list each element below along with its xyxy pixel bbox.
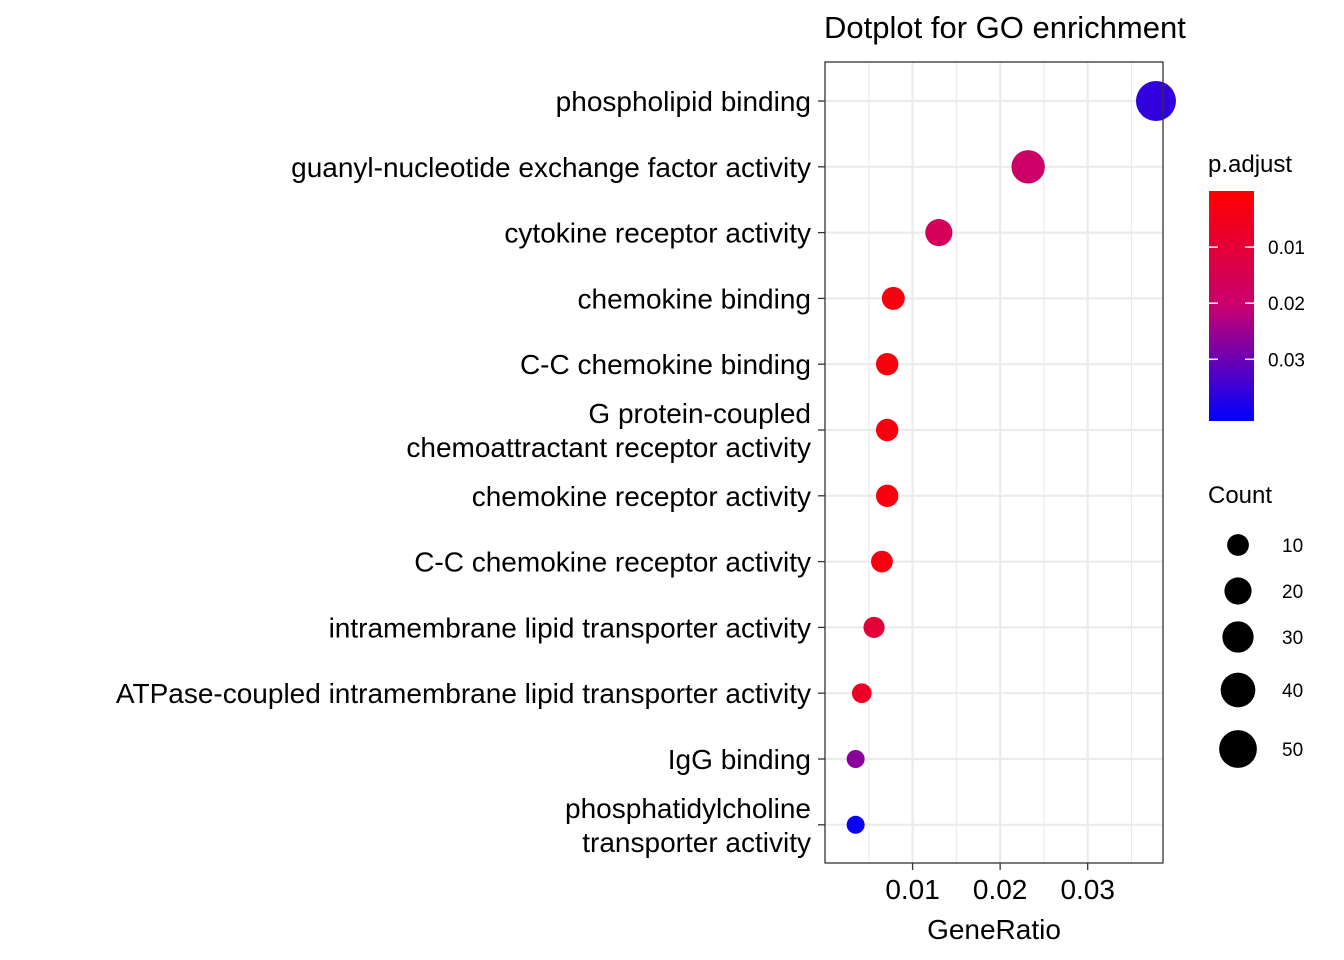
color-legend-title: p.adjust bbox=[1208, 151, 1292, 178]
size-legend-label: 30 bbox=[1282, 628, 1303, 649]
color-legend-label: 0.02 bbox=[1268, 294, 1305, 315]
data-point bbox=[852, 683, 872, 703]
color-legend: p.adjust 0.01 0.02 0.03 bbox=[1208, 151, 1305, 421]
data-point bbox=[847, 750, 865, 768]
y-tick-label: guanyl-nucleotide exchange factor activi… bbox=[291, 152, 811, 183]
size-legend-label: 10 bbox=[1282, 536, 1303, 557]
y-tick-label: intramembrane lipid transporter activity bbox=[329, 612, 811, 643]
x-tick-label: 0.02 bbox=[973, 874, 1028, 905]
plot-panel bbox=[825, 62, 1176, 863]
x-axis-title: GeneRatio bbox=[927, 914, 1061, 945]
data-point bbox=[871, 551, 893, 573]
size-legend-key bbox=[1219, 730, 1257, 768]
color-legend-label: 0.03 bbox=[1268, 350, 1305, 371]
x-tick-label: 0.01 bbox=[885, 874, 940, 905]
data-point bbox=[1136, 81, 1176, 121]
y-tick-label: phospholipid binding bbox=[556, 86, 811, 117]
data-point bbox=[882, 287, 905, 310]
x-tick-label: 0.03 bbox=[1060, 874, 1115, 905]
size-legend-label: 20 bbox=[1282, 582, 1303, 603]
size-legend-key bbox=[1227, 534, 1249, 556]
y-tick-label: chemokine receptor activity bbox=[472, 481, 811, 512]
size-legend-label: 40 bbox=[1282, 681, 1303, 702]
x-axis: 0.01 0.02 0.03 bbox=[885, 863, 1115, 905]
size-legend: Count 10 20 30 40 50 bbox=[1208, 482, 1303, 768]
y-tick-label: chemokine binding bbox=[578, 283, 812, 314]
data-point bbox=[1011, 150, 1044, 183]
chart-title: Dotplot for GO enrichment bbox=[824, 10, 1186, 45]
y-axis: phospholipid binding guanyl-nucleotide ex… bbox=[116, 86, 825, 858]
size-legend-key bbox=[1224, 577, 1251, 604]
data-point bbox=[847, 816, 865, 834]
data-point bbox=[876, 485, 898, 507]
data-point bbox=[876, 353, 898, 375]
y-tick-label: phosphatidylcholine transporter activity bbox=[565, 793, 811, 858]
size-legend-key bbox=[1221, 673, 1256, 708]
y-tick-label: C-C chemokine binding bbox=[520, 349, 811, 380]
size-legend-label: 50 bbox=[1282, 740, 1303, 761]
y-tick-label: C-C chemokine receptor activity bbox=[414, 547, 811, 578]
data-point bbox=[925, 219, 952, 246]
panel-background bbox=[825, 62, 1163, 863]
color-legend-bar bbox=[1209, 191, 1254, 421]
y-tick-label: ATPase-coupled intramembrane lipid trans… bbox=[116, 678, 811, 709]
size-legend-title: Count bbox=[1208, 482, 1272, 509]
size-legend-key bbox=[1222, 621, 1253, 652]
data-point bbox=[876, 419, 898, 441]
y-tick-label: IgG binding bbox=[668, 744, 811, 775]
y-tick-label: G protein-coupled chemoattractant recepto… bbox=[406, 398, 811, 463]
color-legend-label: 0.01 bbox=[1268, 238, 1305, 259]
y-tick-label: cytokine receptor activity bbox=[504, 218, 811, 249]
data-point bbox=[863, 617, 884, 638]
